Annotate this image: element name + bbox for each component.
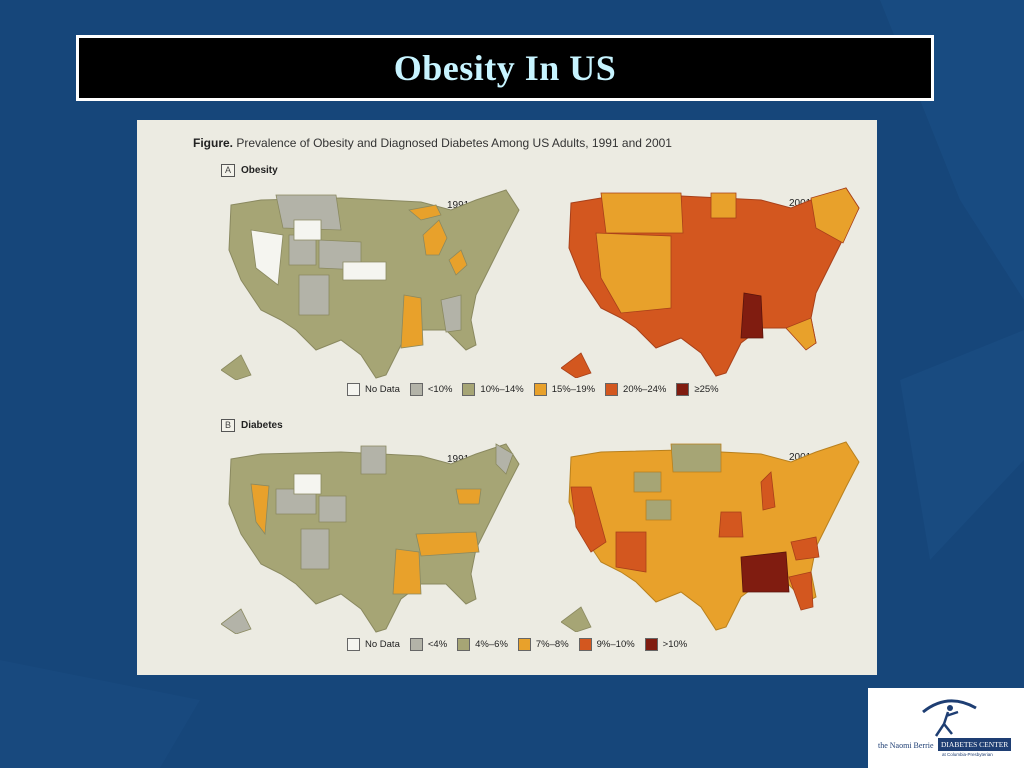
panel-a-year-1991: 1991 bbox=[447, 200, 470, 211]
figure-caption: Figure. Prevalence of Obesity and Diagno… bbox=[193, 136, 672, 150]
panel-a-name: Obesity bbox=[241, 165, 278, 176]
legend-item: 15%–19% bbox=[533, 383, 596, 396]
legend-item: 7%–8% bbox=[517, 638, 569, 651]
figure-caption-text: Prevalence of Obesity and Diagnosed Diab… bbox=[236, 136, 672, 150]
legend-label: No Data bbox=[365, 384, 400, 395]
legend-label: >10% bbox=[662, 639, 688, 650]
diabetes-legend: No Data <4% 4%–6% 7%–8% 9%–10% >10% bbox=[347, 638, 697, 651]
legend-label: 20%–24% bbox=[623, 384, 667, 395]
legend-label: <10% bbox=[427, 384, 453, 395]
legend-label: ≥25% bbox=[694, 384, 719, 395]
legend-item: <10% bbox=[409, 383, 453, 396]
legend-label: 7%–8% bbox=[535, 639, 569, 650]
legend-item: No Data bbox=[347, 638, 400, 651]
legend-item: No Data bbox=[347, 383, 400, 396]
panel-b-name: Diabetes bbox=[241, 420, 283, 431]
legend-item: ≥25% bbox=[676, 383, 719, 396]
figure-image: Figure. Prevalence of Obesity and Diagno… bbox=[137, 120, 877, 675]
legend-label: No Data bbox=[365, 639, 400, 650]
diabetes-map-1991 bbox=[221, 443, 520, 634]
panel-b-label: B Diabetes bbox=[221, 419, 283, 432]
obesity-map-2001 bbox=[561, 187, 860, 378]
legend-label: 9%–10% bbox=[596, 639, 635, 650]
legend-label: <4% bbox=[427, 639, 448, 650]
runner-logo-icon bbox=[922, 699, 977, 737]
legend-item: <4% bbox=[409, 638, 448, 651]
legend-item: 4%–6% bbox=[457, 638, 508, 651]
diabetes-center-logo: the Naomi Berrie DIABETES CENTER at Colu… bbox=[868, 688, 1024, 768]
legend-item: 20%–24% bbox=[605, 383, 666, 396]
legend-item: 10%–14% bbox=[462, 383, 524, 396]
panel-b-year-2001: 2001 bbox=[789, 452, 812, 463]
panel-b-letter: B bbox=[221, 419, 235, 432]
panel-b-year-1991: 1991 bbox=[447, 454, 470, 465]
obesity-map-1991 bbox=[221, 189, 520, 380]
legend-label: 15%–19% bbox=[551, 384, 596, 395]
legend-item: >10% bbox=[644, 638, 688, 651]
panel-a-letter: A bbox=[221, 164, 235, 177]
legend-label: 4%–6% bbox=[475, 639, 508, 650]
logo-sub-text: at Columbia-Presbyterian bbox=[942, 752, 993, 757]
panel-a-year-2001: 2001 bbox=[789, 198, 812, 209]
logo-left-text: the Naomi Berrie bbox=[878, 741, 934, 750]
logo-box-text: DIABETES CENTER bbox=[938, 738, 1012, 751]
diabetes-map-2001 bbox=[561, 441, 860, 632]
slide-title: Obesity In US bbox=[393, 48, 617, 88]
panel-a-label: A Obesity bbox=[221, 164, 278, 177]
legend-label: 10%–14% bbox=[480, 384, 524, 395]
legend-item: 9%–10% bbox=[578, 638, 635, 651]
slide-title-box: Obesity In US bbox=[76, 35, 934, 101]
figure-caption-bold: Figure. bbox=[193, 136, 234, 150]
obesity-legend: No Data <10% 10%–14% 15%–19% 20%–24% ≥25… bbox=[347, 383, 729, 396]
